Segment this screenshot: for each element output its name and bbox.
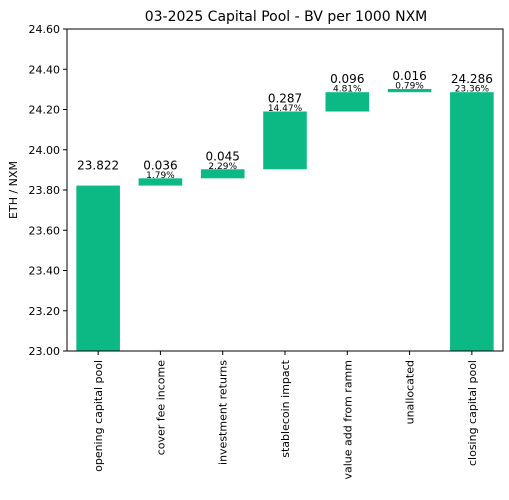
y-axis-label: ETH / NXM <box>7 161 20 219</box>
x-tick-label: opening capital pool <box>92 360 105 472</box>
bar <box>76 185 120 351</box>
bar-percent-label: 1.79% <box>146 171 175 181</box>
bar <box>387 88 432 93</box>
y-tick-label: 23.60 <box>29 224 61 237</box>
y-tick-label: 24.60 <box>29 23 61 36</box>
bar-percent-label: 0.79% <box>395 81 424 91</box>
bar <box>200 169 245 179</box>
y-tick-label: 24.00 <box>29 144 61 157</box>
x-tick-label: closing capital pool <box>466 360 479 466</box>
y-tick-label: 24.20 <box>29 104 61 117</box>
y-tick-label: 23.20 <box>29 305 61 318</box>
y-tick-label: 23.40 <box>29 265 61 278</box>
bar-value-label: 0.045 <box>206 149 240 163</box>
x-tick-label: cover fee income <box>154 360 167 455</box>
bar-percent-label: 14.47% <box>268 104 303 114</box>
bar <box>263 111 307 170</box>
x-tick-label: stablecoin impact <box>279 359 292 457</box>
chart-marks: 23.00 23.20 23.40 23.60 23.80 24.00 24.20 24.40… <box>29 23 494 480</box>
bar-value-label: 0.016 <box>392 69 426 83</box>
x-tick-label: value add from ramm <box>341 360 354 480</box>
bar <box>138 178 183 186</box>
x-tick-label: investment returns <box>217 360 230 465</box>
bar-value-label: 0.287 <box>268 92 302 106</box>
bar-percent-label: 4.81% <box>333 85 362 95</box>
x-tick-label: unallocated <box>404 360 417 424</box>
bar <box>450 92 494 351</box>
bar-value-label: 0.096 <box>330 72 364 86</box>
y-tick-label: 23.00 <box>29 345 61 358</box>
plot-frame <box>66 28 504 352</box>
chart-title: 03-2025 Capital Pool - BV per 1000 NXM <box>145 9 428 25</box>
bar-value-label: 0.036 <box>143 158 177 172</box>
bar-value-label: 24.286 <box>451 72 493 86</box>
y-tick-label: 23.80 <box>29 184 61 197</box>
bar-value-label: 23.822 <box>77 159 119 173</box>
bar <box>325 92 370 112</box>
bar-percent-label: 23.36% <box>455 85 490 95</box>
bar-percent-label: 2.29% <box>208 162 237 172</box>
y-tick-label: 24.40 <box>29 63 61 76</box>
